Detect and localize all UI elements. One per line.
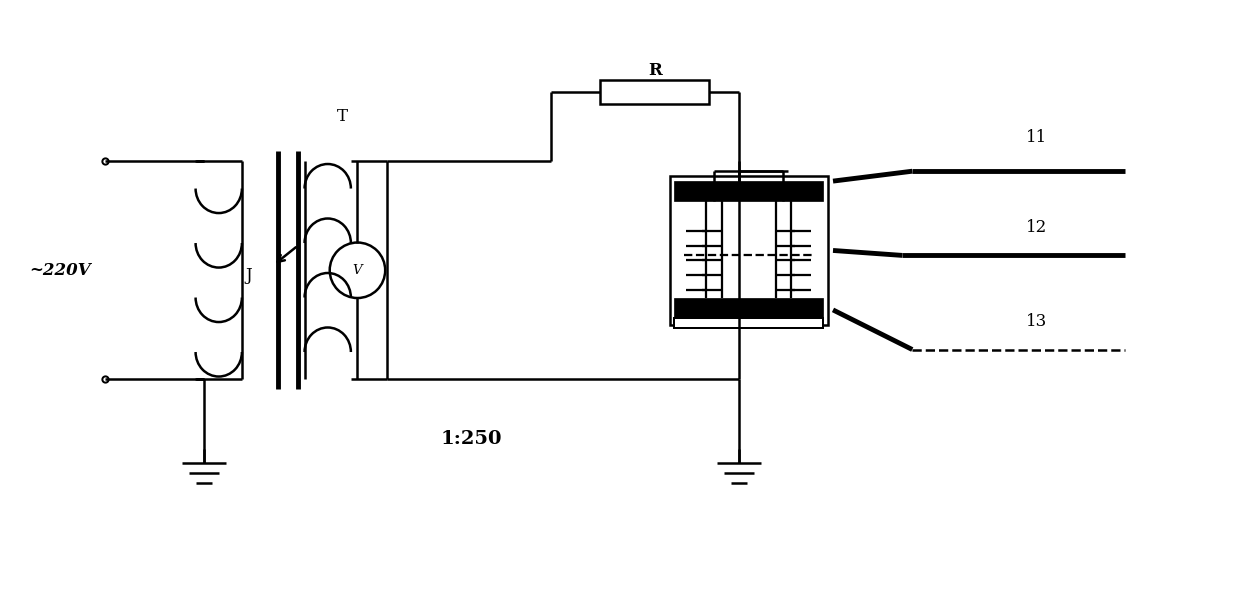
Text: 11: 11 [1025,130,1047,146]
Bar [670,176,828,325]
Text: 1:250: 1:250 [440,430,502,448]
Text: T: T [337,108,348,125]
Text: V: V [352,264,362,277]
Text: 13: 13 [1025,313,1047,330]
Bar [600,80,709,104]
Text: R: R [647,62,662,79]
Bar [675,318,823,328]
Text: ~220V: ~220V [30,262,91,279]
Text: J: J [246,267,252,284]
Bar [675,181,823,201]
Bar [675,298,823,318]
Text: 12: 12 [1025,218,1047,236]
